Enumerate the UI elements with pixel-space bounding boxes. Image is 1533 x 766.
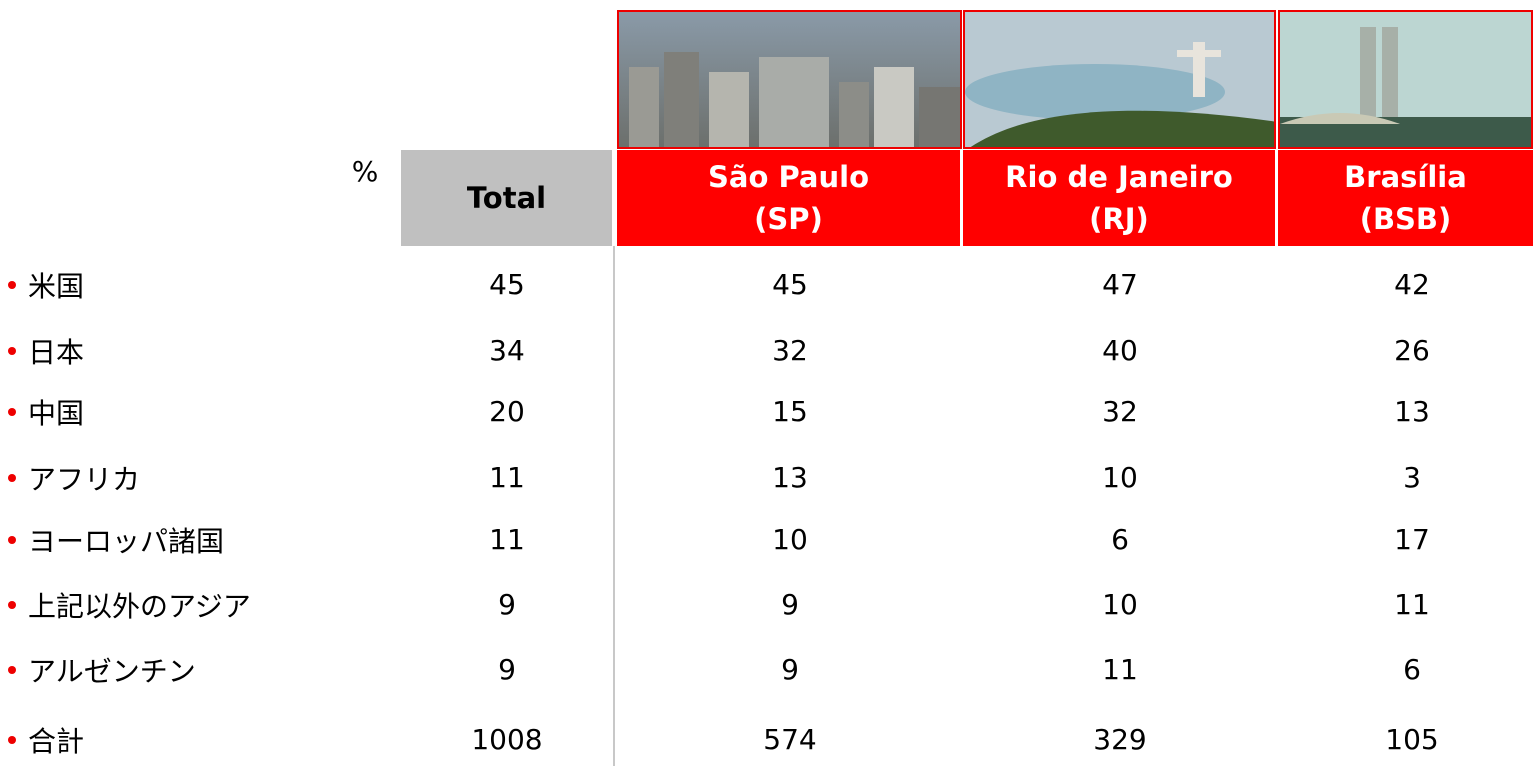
- divider: [613, 246, 615, 766]
- cell: 10: [1102, 461, 1138, 494]
- cell: 17: [1394, 523, 1430, 556]
- cell: 45: [489, 268, 525, 301]
- cell: 11: [1102, 653, 1138, 686]
- cell: 11: [489, 461, 525, 494]
- bullet: [8, 601, 16, 609]
- bullet: [8, 536, 16, 544]
- column-name: São Paulo: [707, 160, 870, 194]
- column-name: Total: [466, 181, 547, 215]
- column-header: Brasília (BSB): [1278, 150, 1533, 246]
- cell: 47: [1102, 268, 1138, 301]
- bullet: [8, 474, 16, 482]
- cell: 32: [1102, 395, 1138, 428]
- cell: 11: [489, 523, 525, 556]
- cell: 9: [498, 653, 516, 686]
- column-name: Brasília: [1344, 160, 1467, 194]
- bullet: [8, 736, 16, 744]
- unit-label: %: [351, 155, 379, 188]
- column-code: (SP): [754, 202, 823, 236]
- cell: 9: [498, 588, 516, 621]
- bullet: [8, 666, 16, 674]
- row-label: 合計: [8, 720, 84, 760]
- photo-brasilia: [1278, 10, 1533, 149]
- row-label: アルゼンチン: [8, 650, 196, 690]
- bullet: [8, 281, 16, 289]
- cell: 329: [1093, 723, 1147, 756]
- row-label: アフリカ: [8, 458, 140, 498]
- row-label-text: ヨーロッパ諸国: [28, 525, 225, 558]
- row-label-text: 合計: [28, 725, 85, 758]
- cell: 1008: [471, 723, 543, 756]
- column-header: Total: [401, 150, 612, 246]
- row-label-text: アフリカ: [28, 463, 141, 496]
- cell: 40: [1102, 334, 1138, 367]
- row-label-text: 上記以外のアジア: [28, 590, 251, 623]
- row-label-text: 日本: [28, 336, 85, 369]
- cell: 13: [772, 461, 808, 494]
- cell: 26: [1394, 334, 1430, 367]
- cell: 3: [1403, 461, 1421, 494]
- cell: 13: [1394, 395, 1430, 428]
- row-label: ヨーロッパ諸国: [8, 520, 224, 560]
- row-label: 中国: [8, 392, 84, 432]
- cell: 9: [781, 653, 799, 686]
- row-label-text: 中国: [28, 397, 85, 430]
- cell: 10: [1102, 588, 1138, 621]
- row-label-text: アルゼンチン: [28, 655, 196, 688]
- cell: 15: [772, 395, 808, 428]
- cell: 11: [1394, 588, 1430, 621]
- photo-sao-paulo: [617, 10, 962, 149]
- cell: 9: [781, 588, 799, 621]
- cell: 42: [1394, 268, 1430, 301]
- row-label: 日本: [8, 331, 84, 371]
- cell: 10: [772, 523, 808, 556]
- row-label: 米国: [8, 265, 84, 305]
- cell: 105: [1385, 723, 1439, 756]
- row-label: 上記以外のアジア: [8, 585, 251, 625]
- cell: 6: [1403, 653, 1421, 686]
- column-code: (RJ): [1089, 202, 1149, 236]
- column-code: (BSB): [1359, 202, 1452, 236]
- cell: 6: [1111, 523, 1129, 556]
- cell: 20: [489, 395, 525, 428]
- bullet: [8, 408, 16, 416]
- row-label-text: 米国: [28, 270, 85, 303]
- photo-rio: [963, 10, 1276, 149]
- cell: 574: [763, 723, 817, 756]
- column-name: Rio de Janeiro: [1005, 160, 1233, 194]
- column-header: São Paulo (SP): [617, 150, 960, 246]
- column-header: Rio de Janeiro (RJ): [963, 150, 1275, 246]
- cell: 45: [772, 268, 808, 301]
- bullet: [8, 347, 16, 355]
- cell: 32: [772, 334, 808, 367]
- cell: 34: [489, 334, 525, 367]
